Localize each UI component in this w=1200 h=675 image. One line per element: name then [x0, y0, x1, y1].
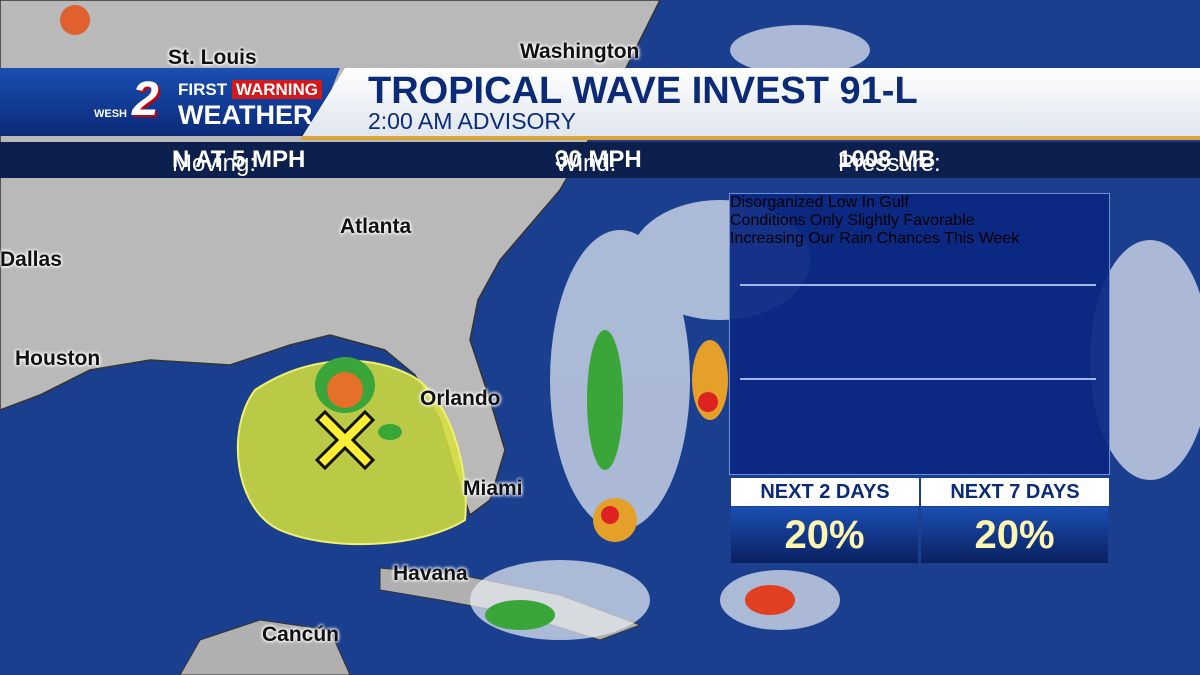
- header: TROPICAL WAVE INVEST 91-L 2:00 AM ADVISO…: [300, 68, 1200, 140]
- outlook-value: 20%: [921, 507, 1108, 563]
- brand-warning: WARNING: [231, 80, 323, 99]
- stats-bar: Moving: N AT 5 MPH Wind: 30 MPH Pressure: …: [0, 142, 1200, 178]
- city-label: St. Louis: [168, 46, 257, 69]
- city-label: Houston: [15, 347, 101, 370]
- city-label: Orlando: [420, 387, 501, 410]
- stat: Pressure: 1008 MB: [838, 146, 941, 177]
- title: TROPICAL WAVE INVEST 91-L: [368, 70, 918, 112]
- brand-weather: WEATHER: [178, 100, 313, 130]
- city-label: Miami: [463, 477, 523, 500]
- note: Increasing Our Rain Chances This Week: [730, 230, 1020, 247]
- note: Disorganized Low In Gulf: [730, 194, 909, 211]
- stat: Moving: N AT 5 MPH: [172, 146, 306, 177]
- radar-cone: [315, 357, 402, 440]
- stat: Wind: 30 MPH: [555, 146, 642, 177]
- channel-number: 2: [132, 73, 159, 126]
- city-label: Havana: [393, 562, 468, 585]
- outlook-label: NEXT 7 DAYS: [921, 478, 1109, 506]
- low-marker: [314, 409, 376, 471]
- separator: [740, 284, 1096, 286]
- city-label: Dallas: [0, 248, 62, 271]
- notes-panel: Disorganized Low In Gulf Conditions Only …: [729, 193, 1110, 475]
- stat-label: Wind:: [555, 150, 617, 177]
- subtitle: 2:00 AM ADVISORY: [368, 108, 576, 134]
- outlook-label: NEXT 2 DAYS: [731, 478, 919, 506]
- city-label: Atlanta: [340, 215, 412, 238]
- brand-first: FIRST: [178, 80, 228, 99]
- station-logo: WESH 2 FIRST WARNING WEATHER: [0, 68, 340, 136]
- yucatan: [179, 619, 351, 675]
- city-label: Washington: [520, 40, 640, 63]
- station-name: WESH: [94, 108, 127, 120]
- separator: [740, 378, 1096, 380]
- stat-value: 30 MPH: [555, 146, 642, 173]
- radar: [60, 5, 795, 630]
- stat-value: N AT 5 MPH: [172, 146, 306, 173]
- stat-label: Moving:: [172, 150, 257, 177]
- stat-label: Pressure:: [838, 150, 941, 177]
- stat-value: 1008 MB: [838, 146, 936, 173]
- city-label: Cancún: [262, 623, 340, 646]
- outlook-value: 20%: [731, 507, 918, 563]
- note: Conditions Only Slightly Favorable: [730, 212, 975, 229]
